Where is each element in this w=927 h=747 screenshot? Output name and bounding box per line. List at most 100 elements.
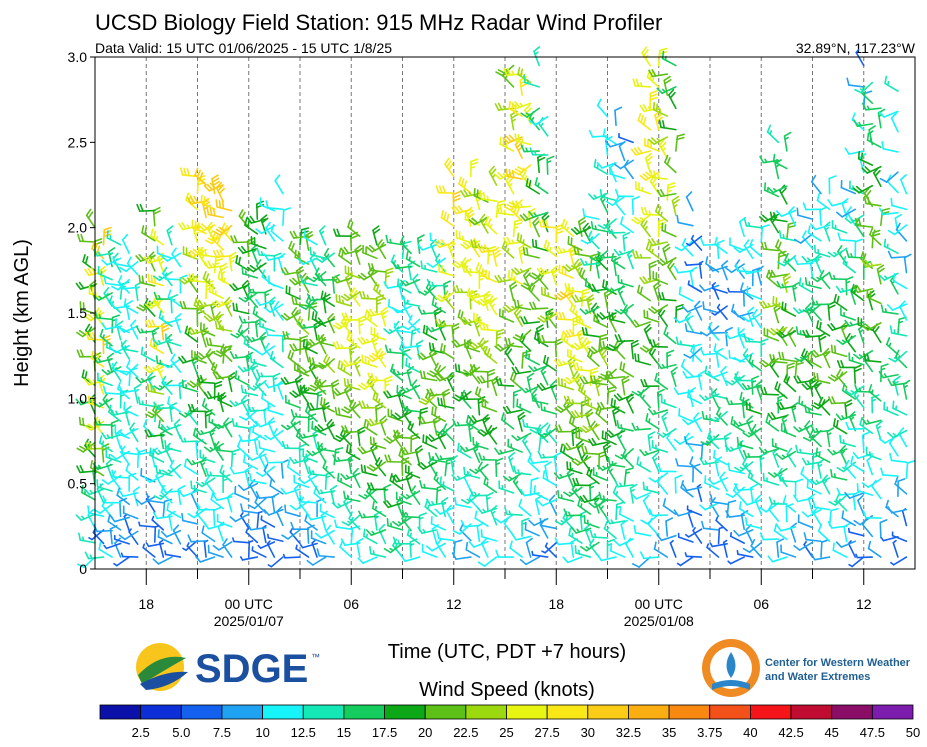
wind-barb — [102, 495, 122, 504]
wind-barb — [135, 253, 156, 262]
wind-barb — [306, 524, 315, 544]
wind-barb — [340, 315, 353, 335]
wind-barb — [571, 341, 592, 351]
wind-barb — [570, 538, 579, 558]
wind-barb — [232, 537, 250, 544]
wind-barb — [789, 522, 798, 543]
wind-barb — [468, 216, 489, 226]
wind-barb — [595, 405, 609, 424]
wind-barb — [797, 514, 814, 529]
wind-barb — [589, 481, 598, 501]
wind-barb — [869, 227, 882, 246]
wind-barb — [656, 388, 665, 409]
wind-barb — [747, 469, 763, 487]
wind-barb — [775, 209, 797, 218]
wind-barb — [801, 382, 822, 391]
wind-barb — [519, 556, 540, 566]
wind-barb — [898, 427, 908, 448]
wind-barb — [231, 418, 250, 429]
wind-barb — [554, 537, 575, 546]
wind-barb — [120, 445, 139, 456]
wind-barb — [608, 311, 626, 324]
chart-subtitle-left: Data Valid: 15 UTC 01/06/2025 - 15 UTC 1… — [95, 40, 392, 56]
wind-barb — [827, 199, 848, 207]
wind-barb — [317, 334, 335, 347]
colorbar-label: 22.5 — [453, 725, 478, 740]
wind-barb — [756, 265, 764, 286]
wind-barb — [214, 320, 233, 332]
colorbar-label: 50 — [906, 725, 920, 740]
wind-barb — [140, 346, 156, 363]
wind-barb — [442, 388, 451, 409]
wind-barb — [670, 366, 678, 387]
wind-barb — [755, 380, 763, 401]
wind-barb — [341, 514, 361, 527]
wind-barb — [268, 296, 276, 317]
wind-barb — [297, 431, 318, 439]
wind-barb — [731, 303, 745, 321]
wind-barb — [507, 269, 523, 285]
wind-barb — [658, 138, 669, 159]
wind-barb — [562, 263, 583, 272]
wind-barb — [635, 181, 652, 195]
wind-barb — [656, 534, 677, 542]
wind-barb — [372, 391, 387, 409]
wind-barb — [513, 465, 532, 476]
wind-barb — [316, 389, 326, 409]
wind-barb — [697, 370, 706, 391]
wind-barb — [710, 387, 728, 400]
wind-barb — [878, 370, 899, 379]
wind-barb — [570, 526, 592, 534]
wind-barb — [405, 251, 421, 268]
wind-barb — [724, 332, 745, 340]
wind-barb — [730, 532, 745, 544]
wind-barb — [237, 365, 259, 373]
wind-barb — [710, 494, 728, 506]
wind-barb — [605, 285, 626, 293]
wind-barb — [316, 548, 335, 558]
wind-barb — [514, 133, 532, 146]
colorbar-swatch — [221, 704, 263, 720]
wind-barb — [246, 215, 267, 224]
wind-barb — [687, 280, 703, 293]
wind-barb — [212, 371, 233, 380]
wind-barb — [339, 539, 353, 558]
wind-barb — [118, 281, 139, 290]
colorbar-swatch — [262, 704, 304, 720]
wind-barb — [407, 420, 421, 439]
wind-barb — [243, 335, 259, 353]
wind-barb — [105, 458, 113, 479]
wind-barb — [243, 454, 259, 470]
wind-barb — [879, 519, 888, 539]
wind-barb — [258, 318, 276, 332]
wind-barb — [783, 373, 797, 393]
wind-barb — [644, 152, 653, 174]
wind-barb — [803, 532, 822, 543]
wind-barb — [424, 499, 438, 518]
wind-barb — [246, 522, 267, 531]
wind-barb — [334, 519, 353, 530]
wind-barb — [222, 538, 233, 558]
wind-barb — [677, 532, 694, 543]
x-tick-label: 00 UTC — [635, 596, 683, 612]
wind-barb — [743, 218, 763, 229]
wind-barb — [594, 376, 603, 397]
wind-barb — [284, 504, 301, 518]
wind-barb — [76, 465, 96, 474]
wind-barb — [162, 378, 182, 387]
wind-barb — [354, 244, 363, 265]
y-tick-label: 1.5 — [68, 305, 88, 321]
wind-barb — [566, 467, 575, 489]
wind-barb — [587, 230, 600, 250]
wind-barb — [376, 239, 387, 260]
wind-barb — [285, 394, 301, 409]
wind-barb — [468, 415, 489, 424]
wind-barb — [687, 389, 703, 405]
wind-barb — [866, 289, 882, 305]
wind-barb — [745, 517, 763, 530]
wind-barb — [833, 418, 848, 435]
wind-barb — [331, 275, 353, 284]
wind-barb — [130, 319, 139, 340]
wind-barb — [887, 378, 908, 387]
wind-barb — [572, 315, 581, 335]
